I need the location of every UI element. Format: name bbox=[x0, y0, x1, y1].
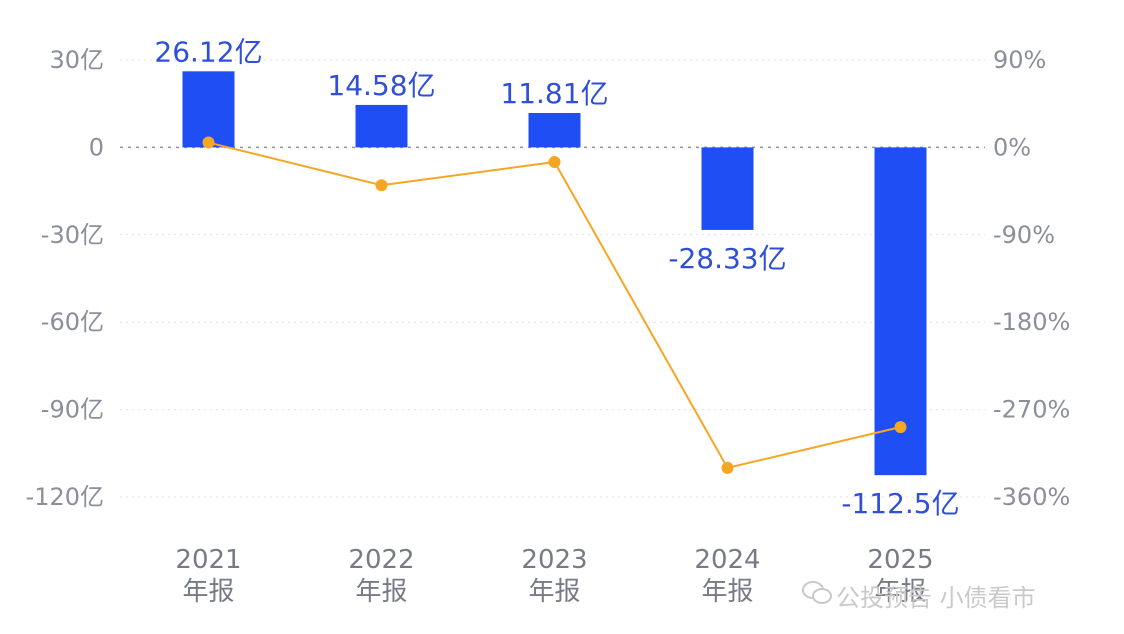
wechat-icon bbox=[802, 581, 832, 604]
x-tick-label: 2024 年报 bbox=[694, 545, 760, 607]
y-left-tick-label: -30亿 bbox=[41, 221, 104, 249]
line-point bbox=[894, 421, 907, 434]
x-tick-label: 2022 年报 bbox=[348, 545, 414, 607]
bar bbox=[182, 71, 235, 148]
y-right-tick-label: -90% bbox=[993, 221, 1055, 249]
y-right-tick-label: 90% bbox=[993, 46, 1046, 74]
data-label: -112.5亿 bbox=[841, 487, 959, 520]
line-point bbox=[202, 136, 215, 149]
line-point bbox=[375, 179, 388, 192]
line-point bbox=[721, 461, 734, 474]
bar bbox=[355, 104, 408, 148]
y-right-tick-label: -360% bbox=[993, 483, 1070, 511]
y-left-tick-label: 0 bbox=[89, 133, 104, 161]
watermark-text: 公投预告 小债看市 bbox=[836, 584, 1036, 612]
bar bbox=[874, 147, 927, 476]
x-tick-label: 2023 年报 bbox=[521, 545, 587, 607]
x-tick-label: 2021 年报 bbox=[175, 545, 241, 607]
bar bbox=[701, 147, 754, 230]
y-left-tick-label: 30亿 bbox=[49, 46, 104, 74]
line-point bbox=[548, 155, 561, 168]
y-left-tick-label: -90亿 bbox=[41, 396, 104, 424]
y-right-tick-label: -270% bbox=[993, 396, 1070, 424]
y-right-tick-label: 0% bbox=[993, 133, 1031, 161]
data-label: 14.58亿 bbox=[327, 69, 435, 102]
data-label: -28.33亿 bbox=[668, 242, 786, 275]
data-label: 26.12亿 bbox=[154, 35, 262, 68]
y-left-tick-label: -60亿 bbox=[41, 308, 104, 336]
series-line bbox=[208, 141, 901, 470]
x-tick-label: 2025 年报 bbox=[867, 545, 933, 607]
data-label: 11.81亿 bbox=[500, 77, 608, 110]
y-left-tick-label: -120亿 bbox=[26, 483, 104, 511]
y-right-tick-label: -180% bbox=[993, 308, 1070, 336]
bar bbox=[528, 112, 581, 148]
